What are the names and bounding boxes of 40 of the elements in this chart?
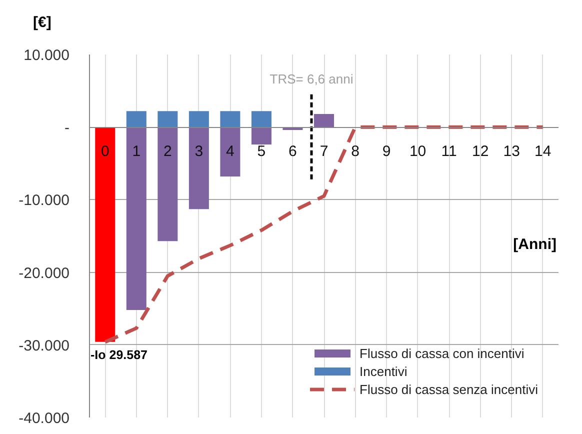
x-tick-label: 14 xyxy=(534,143,552,160)
bar xyxy=(314,114,334,128)
bar xyxy=(158,127,178,242)
legend-label: Incentivi xyxy=(360,363,408,379)
x-tick-label: 10 xyxy=(409,143,426,160)
bar xyxy=(251,111,272,128)
x-tick-label: 2 xyxy=(163,143,172,160)
x-tick-label: 12 xyxy=(472,143,489,160)
x-tick-label: 3 xyxy=(194,143,204,160)
x-tick-label: 0 xyxy=(100,143,110,160)
x-tick-label: 11 xyxy=(441,143,457,160)
x-tick-label: 7 xyxy=(320,143,328,160)
y-tick-label: - xyxy=(64,120,70,137)
x-tick-label: 13 xyxy=(503,143,520,160)
x-tick-label: 5 xyxy=(257,143,266,160)
x-tick-label: 8 xyxy=(351,143,360,160)
legend-label: Flusso di cassa con incentivi xyxy=(360,345,524,361)
bar xyxy=(220,127,240,176)
y-axis-title: [€] xyxy=(33,13,52,33)
y-tick-label: -40.000 xyxy=(18,410,70,427)
legend-label: Flusso di cassa senza incentivi xyxy=(360,381,538,397)
bar xyxy=(126,127,146,310)
y-tick-label: -20.000 xyxy=(18,264,70,282)
bar xyxy=(95,127,116,342)
bar xyxy=(188,127,209,210)
bar xyxy=(251,127,272,145)
y-tick-label: -10.000 xyxy=(18,192,70,210)
bar xyxy=(188,111,209,128)
x-tick-label: 9 xyxy=(382,143,391,160)
bar xyxy=(220,111,240,128)
x-axis-title: [Anni] xyxy=(513,236,557,254)
data-label: -Io 29.587 xyxy=(90,348,148,362)
x-tick-label: 1 xyxy=(132,143,141,160)
x-tick-label: 4 xyxy=(226,143,234,160)
x-tick-label: 6 xyxy=(288,143,297,160)
bar xyxy=(126,111,146,128)
y-tick-label: -30.000 xyxy=(18,337,70,354)
bar xyxy=(158,111,178,128)
ref-line-label: TRS= 6,6 anni xyxy=(270,71,354,86)
y-tick-label: 10.000 xyxy=(24,47,70,64)
